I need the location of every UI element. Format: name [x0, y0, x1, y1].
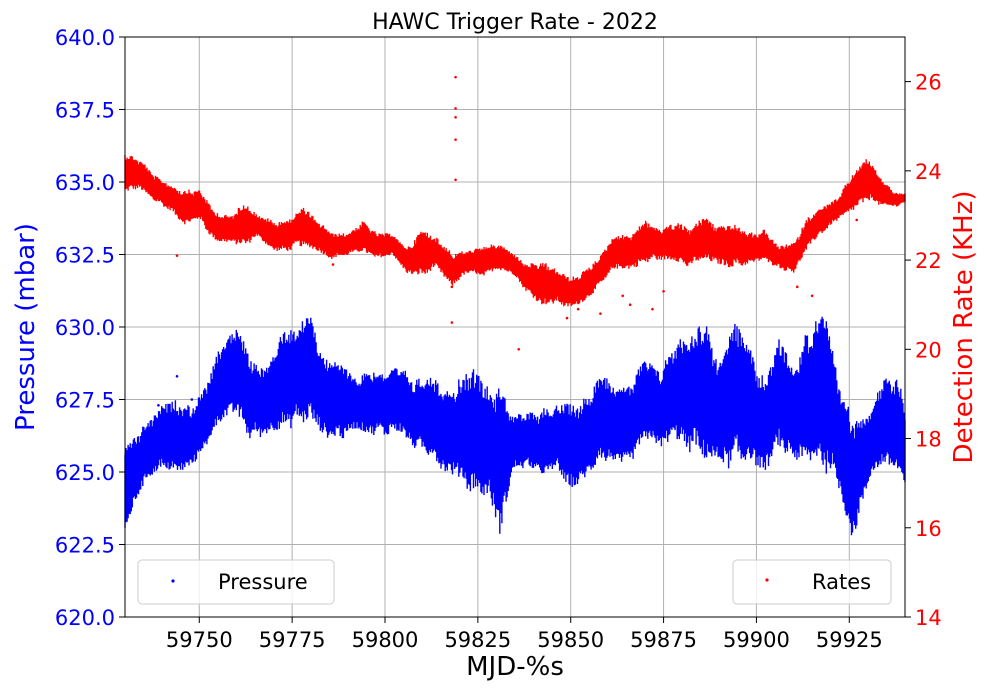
rates-point: [454, 75, 457, 79]
rates-point: [795, 285, 799, 289]
left-axis-ticks: 620.0 622.5 625.0 627.5 630.0 632.5 635.0 637.5…: [55, 26, 125, 630]
rates-point: [628, 303, 632, 306]
x-tick-label: 59775: [259, 628, 326, 652]
rates-point: [565, 316, 569, 320]
right-tick-label: 24: [915, 160, 942, 184]
x-tick-label: 59800: [352, 628, 419, 652]
left-tick-label: 620.0: [55, 606, 115, 630]
legend-rates-label: Rates: [812, 570, 871, 594]
x-tick-label: 59900: [723, 628, 790, 652]
pressure-point: [223, 372, 227, 375]
legend-rates-marker: [765, 578, 769, 582]
left-tick-label: 627.5: [55, 389, 115, 413]
rates-point: [576, 307, 580, 311]
rates-point: [662, 290, 665, 293]
legend-pressure-label: Pressure: [218, 570, 308, 594]
rates-point: [810, 294, 814, 298]
rates-point: [454, 116, 457, 119]
rates-point: [331, 263, 335, 266]
rates-point: [651, 307, 654, 311]
x-axis-ticks: 59750 59775 59800 59825 59850 59875 59900 59925: [166, 617, 883, 652]
right-tick-label: 22: [915, 249, 942, 273]
right-tick-label: 14: [915, 606, 942, 630]
rates-point: [855, 218, 859, 222]
x-tick-label: 59750: [166, 628, 233, 652]
rates-point: [450, 285, 454, 289]
right-axis-ticks: 14 16 18 20 22 24 26: [905, 71, 942, 630]
rates-point: [454, 107, 457, 110]
right-tick-label: 16: [915, 517, 942, 541]
rates-point: [454, 178, 457, 182]
right-tick-label: 26: [915, 71, 942, 95]
left-tick-label: 637.5: [55, 99, 115, 123]
right-tick-label: 18: [915, 428, 942, 452]
pressure-point: [175, 375, 179, 378]
pressure-point: [157, 404, 160, 407]
x-axis-label: MJD-%s: [466, 652, 564, 682]
legend-rates-box: [732, 559, 892, 605]
rates-point: [450, 321, 454, 324]
x-tick-label: 59850: [537, 628, 604, 652]
rates-point: [517, 348, 521, 351]
rates-point: [599, 312, 602, 315]
right-axis-label: Detection Rate (KHz): [949, 191, 979, 464]
x-tick-label: 59875: [630, 628, 697, 652]
left-tick-label: 622.5: [55, 534, 115, 558]
left-tick-label: 635.0: [55, 171, 115, 195]
legend-rates: Rates: [732, 559, 892, 605]
legend-pressure-box: [137, 559, 335, 605]
left-tick-label: 640.0: [55, 26, 115, 50]
chart-title: HAWC Trigger Rate - 2022: [372, 10, 658, 35]
legend-pressure: Pressure: [137, 559, 335, 605]
rates-point: [621, 294, 625, 298]
right-tick-label: 20: [915, 338, 942, 362]
rates-point: [454, 138, 457, 141]
left-tick-label: 632.5: [55, 244, 115, 268]
left-tick-label: 630.0: [55, 316, 115, 340]
x-tick-label: 59825: [444, 628, 511, 652]
rates-point: [175, 254, 179, 257]
pressure-point: [190, 398, 194, 401]
x-tick-label: 59925: [816, 628, 883, 652]
left-tick-label: 625.0: [55, 461, 115, 485]
left-axis-label: Pressure (mbar): [11, 223, 41, 431]
legend-pressure-marker: [171, 579, 175, 583]
